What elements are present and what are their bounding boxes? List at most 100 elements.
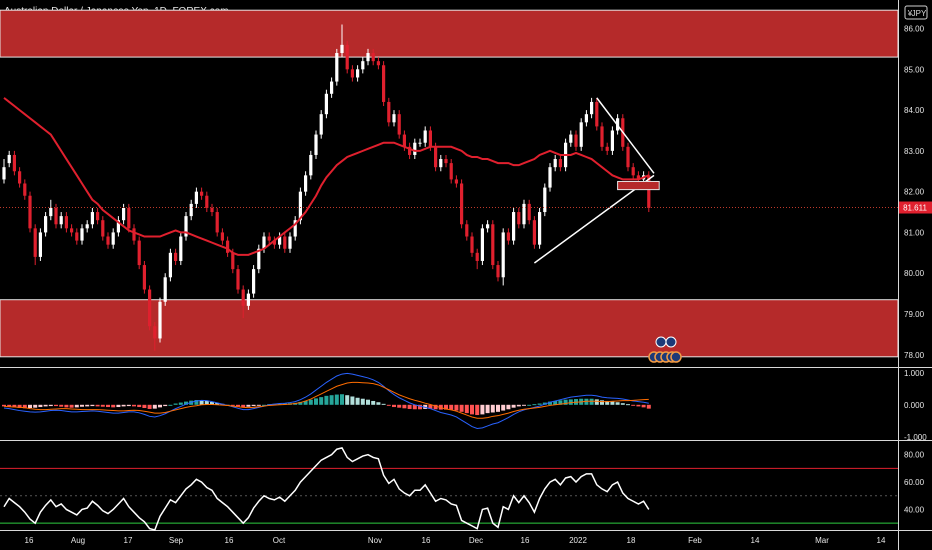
macd-histogram-bar [74,404,79,408]
candle [605,146,609,151]
candle [314,134,318,155]
macd-histogram-bar [381,403,386,405]
candle [23,183,27,196]
candle [480,228,484,261]
macd-histogram-bar [100,404,105,407]
candle [647,175,651,208]
macd-histogram-bar [532,404,537,406]
candle [454,179,458,184]
macd-histogram-bar [194,400,199,405]
candle [506,232,510,241]
time-axis-tick-label: 17 [124,536,133,545]
macd-histogram-bar [485,404,490,414]
time-axis-tick-label: Oct [273,536,286,545]
candle [626,146,630,168]
price-axis-tick-label: 81.00 [904,228,925,237]
candle [252,269,256,294]
candle [194,191,198,204]
macd-histogram-bar [215,402,220,405]
macd-histogram-bar [511,404,516,408]
macd-axis-tick-label: 1.000 [904,369,925,378]
macd-histogram-bar [397,404,402,408]
time-axis-tick-label: 16 [25,536,34,545]
order-block-zone[interactable] [617,180,660,191]
rsi-axis-tick-label: 60.00 [904,478,925,487]
candle [330,81,334,94]
candle [257,248,261,270]
macd-histogram-bar [506,404,511,410]
event-flag-icon[interactable] [655,336,667,348]
economic-events[interactable] [648,336,682,363]
candle [101,220,105,237]
candle [319,114,323,135]
macd-histogram-bar [184,401,188,405]
price-axis-tick-label: 80.00 [904,269,925,278]
candle [111,232,115,245]
macd-histogram-bar [563,399,568,405]
candle [205,195,209,208]
candle [470,236,474,253]
time-axis-tick-label: Mar [815,536,829,545]
macd-histogram-bar [522,404,526,406]
macd-histogram-bar [241,404,246,408]
macd-histogram-bar [121,404,126,407]
candle [28,195,32,229]
candle [231,252,235,270]
candle [428,130,432,147]
candle [54,207,58,225]
candle [90,212,94,225]
candle [538,212,542,245]
event-flag-icon[interactable] [670,351,682,363]
support-zone [0,299,899,358]
macd-histogram-bar [558,400,563,405]
rsi-axis-tick-label: 40.00 [904,505,925,514]
candle [64,216,68,229]
macd-histogram-bar [54,404,58,407]
currency-symbol: ¥ [907,9,913,18]
candle [122,207,126,221]
macd-histogram-bar [444,404,448,410]
candle [413,142,417,155]
candle [382,65,386,102]
macd-histogram-bar [251,404,256,407]
candle [158,301,162,339]
triangle-upper-trendline[interactable] [596,97,655,174]
candle [324,93,328,115]
candle [590,101,594,115]
candle [96,212,100,221]
macd-histogram-bar [386,404,391,406]
candle [127,207,131,229]
macd-histogram-bar [537,403,542,405]
candle [631,167,635,176]
macd-histogram-bar [459,404,464,412]
price-axis-tick-label: 86.00 [904,25,925,34]
currency-badge[interactable] [904,5,928,20]
macd-histogram-bar [641,404,646,408]
candle [174,252,178,261]
macd-line [3,372,649,429]
macd-histogram-bar [490,404,495,413]
candle [527,203,531,221]
candle [184,216,188,237]
macd-histogram-bar [85,404,90,407]
candle [434,146,438,168]
candle [475,252,479,261]
candle [553,159,557,168]
macd-histogram-bar [116,404,121,408]
macd-histogram-bar [210,401,214,405]
candle [361,61,365,70]
rsi-axis-tick-label: 80.00 [904,451,925,460]
macd-histogram-bar [163,404,168,407]
macd-axis-tick-label: -1.000 [904,433,927,442]
macd-histogram-bar [501,404,506,411]
macd-histogram-bar [631,404,636,406]
macd-histogram-bar [636,404,641,407]
macd-histogram-bar [173,403,178,405]
macd-histogram-bar [230,404,235,406]
macd-histogram-bar [22,404,27,409]
candle [512,212,516,241]
event-flag-icon[interactable] [665,336,677,348]
macd-histogram-bar [303,400,308,405]
macd-histogram-bar [350,396,355,405]
